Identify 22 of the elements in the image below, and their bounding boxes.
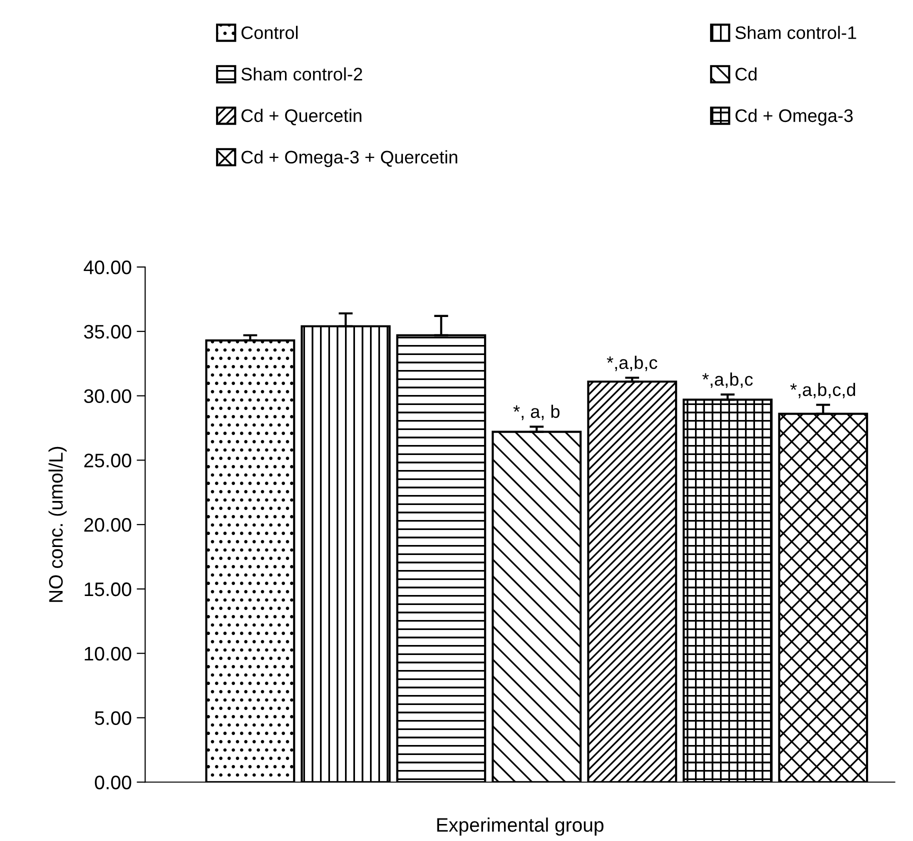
y-tick-label: 10.00 — [84, 646, 132, 661]
y-tick-label: 35.00 — [84, 324, 132, 339]
data-label: *,a,b,c,d — [790, 382, 856, 398]
y-tick-label: 0.00 — [94, 776, 132, 790]
legend-label: Control — [242, 26, 298, 40]
y-axis-title: NO conc. (umol/L) — [48, 446, 67, 602]
legend-label: Cd — [736, 67, 757, 81]
y-tick-label: 40.00 — [84, 260, 132, 274]
y-tick-label: 5.00 — [94, 711, 132, 725]
y-tick-label: 20.00 — [84, 518, 132, 532]
y-tick-label: 30.00 — [84, 389, 132, 404]
legend-label: Sham control-1 — [735, 26, 856, 40]
data-label: *, a, b — [513, 404, 560, 420]
y-tick-label: 25.00 — [84, 454, 132, 468]
legend-label: Sham control-2 — [241, 67, 362, 81]
legend-label: Cd + Quercetin — [242, 108, 362, 126]
y-tick-label: 15.00 — [84, 582, 132, 596]
legend-label: Cd + Omega-3 + Quercetin — [242, 150, 458, 168]
data-label: *,a,b,c — [606, 356, 658, 372]
data-label: *,a,b,c — [702, 372, 753, 388]
legend-label: Cd + Omega-3 — [736, 108, 853, 126]
x-axis-title: Experimental group — [437, 818, 604, 836]
